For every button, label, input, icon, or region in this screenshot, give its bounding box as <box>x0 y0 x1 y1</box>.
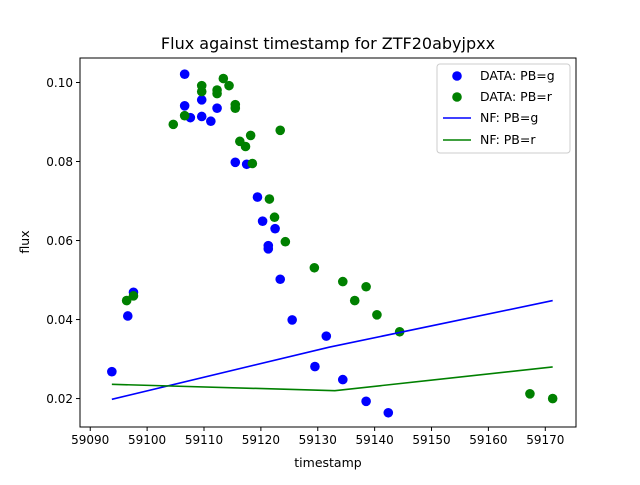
legend-label-nf-r: NF: PB=r <box>480 132 536 147</box>
data-point-data-pb-r-20 <box>309 262 320 273</box>
legend-box <box>436 63 571 154</box>
x-tick-label: 59160 <box>469 433 507 447</box>
data-point-data-pb-r-24 <box>372 310 382 320</box>
y-tick-label: 0.08 <box>46 155 73 169</box>
data-point-data-pb-r-5 <box>196 86 207 97</box>
x-tick-label: 59090 <box>71 433 109 447</box>
data-point-data-pb-r-1 <box>128 291 139 301</box>
data-point-data-pb-r-11 <box>230 103 241 113</box>
plot-area <box>107 69 558 418</box>
data-point-data-pb-g-10 <box>230 157 241 168</box>
legend-marker-data-g <box>452 71 462 81</box>
data-point-data-pb-r-22 <box>349 295 360 306</box>
y-tick-label: 0.02 <box>46 392 73 406</box>
chart-title: Flux against timestamp for ZTF20abyjpxx <box>161 34 495 53</box>
legend-marker-data-r <box>452 92 462 102</box>
series-line-nf-pb-g <box>111 299 553 401</box>
data-point-data-pb-r-8 <box>218 73 229 84</box>
x-tick-label: 59130 <box>299 433 337 447</box>
data-point-data-pb-r-7 <box>212 88 222 99</box>
data-point-data-pb-g-0 <box>107 366 117 377</box>
y-tick-label: 0.04 <box>46 313 73 327</box>
data-point-data-pb-g-22 <box>361 396 371 407</box>
data-point-data-pb-g-13 <box>257 216 268 226</box>
data-point-data-pb-g-8 <box>206 116 216 127</box>
data-point-data-pb-r-15 <box>247 158 258 169</box>
data-point-data-pb-g-4 <box>179 101 190 111</box>
x-tick-label: 59110 <box>185 433 223 447</box>
data-point-data-pb-r-18 <box>275 125 286 136</box>
y-axis: 0.02 0.04 0.06 0.08 0.10 <box>46 76 80 406</box>
data-point-data-pb-r-16 <box>264 194 275 204</box>
data-point-data-pb-r-13 <box>240 141 251 152</box>
data-point-data-pb-g-19 <box>310 361 320 372</box>
data-point-data-pb-r-14 <box>245 130 256 141</box>
data-point-data-pb-g-15 <box>263 244 274 254</box>
axes-frame <box>79 57 577 428</box>
y-tick-label: 0.06 <box>46 234 73 248</box>
series-line-nf-pb-r <box>111 366 553 392</box>
data-point-data-pb-g-18 <box>287 315 297 325</box>
x-tick-label: 59140 <box>356 433 394 447</box>
legend-label-data-r: DATA: PB=r <box>480 89 553 104</box>
data-point-data-pb-g-1 <box>122 311 133 321</box>
data-point-data-pb-g-17 <box>275 274 286 285</box>
data-point-data-pb-r-17 <box>269 212 280 223</box>
y-axis-label: flux <box>17 230 32 253</box>
data-point-data-pb-r-19 <box>280 236 291 247</box>
y-tick-label: 0.10 <box>46 76 73 90</box>
data-point-data-pb-r-23 <box>361 281 371 292</box>
data-point-data-pb-g-3 <box>179 69 190 79</box>
data-point-data-pb-r-2 <box>168 119 179 130</box>
x-tick-label: 59150 <box>412 433 450 447</box>
data-point-data-pb-g-9 <box>212 103 222 113</box>
data-point-data-pb-g-21 <box>337 374 348 385</box>
x-axis: 59090 59100 59110 59120 59130 59140 59150 59160… <box>71 427 564 447</box>
data-point-data-pb-r-9 <box>224 80 234 91</box>
x-tick-label: 59100 <box>128 433 166 447</box>
data-point-data-pb-r-0 <box>121 295 132 306</box>
x-axis-label: timestamp <box>294 455 361 470</box>
legend-label-data-g: DATA: PB=g <box>480 68 555 83</box>
legend-label-nf-g: NF: PB=g <box>480 110 538 125</box>
legend: DATA: PB=g DATA: PB=r NF: PB=g NF: PB=r <box>436 63 571 154</box>
data-point-data-pb-r-26 <box>525 389 535 399</box>
series-data-pb-r <box>121 73 558 404</box>
data-point-data-pb-r-3 <box>179 110 190 121</box>
data-point-data-pb-g-6 <box>196 95 207 105</box>
data-point-data-pb-r-27 <box>547 393 558 404</box>
data-point-data-pb-g-12 <box>252 192 263 202</box>
data-point-data-pb-g-23 <box>383 407 394 418</box>
x-tick-label: 59170 <box>526 433 564 447</box>
x-tick-label: 59120 <box>242 433 280 447</box>
data-point-data-pb-g-16 <box>270 223 280 234</box>
data-point-data-pb-r-21 <box>337 276 348 287</box>
data-point-data-pb-g-20 <box>321 331 332 341</box>
data-point-data-pb-g-7 <box>196 111 207 122</box>
